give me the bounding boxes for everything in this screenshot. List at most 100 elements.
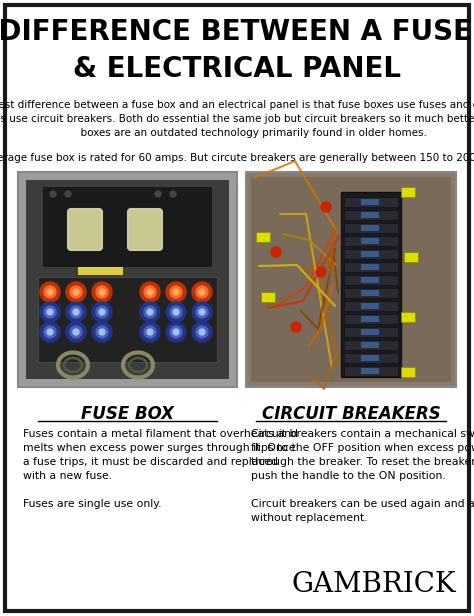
- Circle shape: [92, 322, 112, 342]
- Bar: [401, 312, 415, 322]
- Bar: [361, 290, 379, 296]
- Circle shape: [44, 306, 56, 318]
- Circle shape: [44, 326, 56, 338]
- Text: Fuses contain a metal filament that overheats and
melts when excess power surges: Fuses contain a metal filament that over…: [23, 429, 298, 509]
- Bar: [361, 225, 379, 231]
- Circle shape: [70, 286, 82, 298]
- Bar: [344, 210, 398, 220]
- Circle shape: [92, 282, 112, 302]
- Bar: [344, 327, 398, 337]
- Bar: [344, 301, 398, 311]
- Circle shape: [47, 309, 53, 315]
- Circle shape: [47, 289, 53, 295]
- Circle shape: [47, 329, 53, 335]
- Circle shape: [140, 322, 160, 342]
- Text: The biggest difference between a fuse box and an electrical panel is that fuse b: The biggest difference between a fuse bo…: [0, 100, 474, 138]
- Circle shape: [196, 286, 208, 298]
- Bar: [261, 292, 275, 302]
- Bar: [78, 267, 123, 275]
- Bar: [401, 367, 415, 377]
- Bar: [361, 368, 379, 374]
- Circle shape: [140, 302, 160, 322]
- Circle shape: [40, 302, 60, 322]
- Circle shape: [192, 302, 212, 322]
- Circle shape: [271, 247, 281, 257]
- Circle shape: [173, 309, 179, 315]
- Circle shape: [170, 286, 182, 298]
- Circle shape: [199, 329, 205, 335]
- Circle shape: [155, 191, 161, 197]
- Bar: [361, 342, 379, 348]
- Circle shape: [66, 282, 86, 302]
- Bar: [341, 192, 401, 377]
- Circle shape: [96, 306, 108, 318]
- Bar: [361, 316, 379, 322]
- Circle shape: [73, 289, 79, 295]
- Bar: [344, 340, 398, 350]
- Text: THE DIFFERENCE BETWEEN A FUSE BOX: THE DIFFERENCE BETWEEN A FUSE BOX: [0, 18, 474, 46]
- Circle shape: [170, 191, 176, 197]
- Circle shape: [166, 322, 186, 342]
- Text: FUSE BOX: FUSE BOX: [81, 405, 174, 423]
- Circle shape: [144, 286, 156, 298]
- Bar: [361, 251, 379, 257]
- Circle shape: [199, 289, 205, 295]
- Text: & ELECTRICAL PANEL: & ELECTRICAL PANEL: [73, 55, 401, 83]
- Bar: [401, 187, 415, 197]
- Bar: [361, 277, 379, 283]
- Circle shape: [65, 191, 71, 197]
- Circle shape: [92, 302, 112, 322]
- Circle shape: [99, 309, 105, 315]
- Bar: [344, 275, 398, 285]
- Circle shape: [166, 282, 186, 302]
- Bar: [43, 187, 212, 267]
- Circle shape: [144, 306, 156, 318]
- Circle shape: [144, 326, 156, 338]
- Circle shape: [44, 286, 56, 298]
- Circle shape: [173, 329, 179, 335]
- Bar: [344, 197, 398, 207]
- Circle shape: [166, 302, 186, 322]
- Text: The average fuse box is rated for 60 amps. But circute breakers are generally be: The average fuse box is rated for 60 amp…: [0, 153, 474, 163]
- Circle shape: [99, 329, 105, 335]
- Circle shape: [70, 326, 82, 338]
- Text: GAMBRICK: GAMBRICK: [292, 571, 456, 598]
- Bar: [246, 172, 456, 387]
- Circle shape: [199, 309, 205, 315]
- Circle shape: [291, 322, 301, 332]
- Text: CIRCUIT BREAKERS: CIRCUIT BREAKERS: [262, 405, 440, 423]
- Bar: [344, 314, 398, 324]
- Circle shape: [40, 322, 60, 342]
- Circle shape: [140, 282, 160, 302]
- Bar: [344, 249, 398, 259]
- Bar: [38, 277, 217, 362]
- Bar: [344, 223, 398, 233]
- Circle shape: [50, 191, 56, 197]
- Circle shape: [170, 306, 182, 318]
- Circle shape: [196, 326, 208, 338]
- FancyBboxPatch shape: [68, 209, 102, 250]
- Circle shape: [170, 326, 182, 338]
- Bar: [361, 264, 379, 270]
- Bar: [18, 172, 237, 387]
- Circle shape: [96, 286, 108, 298]
- Bar: [361, 238, 379, 244]
- Bar: [344, 353, 398, 363]
- Circle shape: [73, 309, 79, 315]
- Bar: [361, 199, 379, 205]
- Circle shape: [66, 322, 86, 342]
- Circle shape: [73, 329, 79, 335]
- Circle shape: [196, 306, 208, 318]
- Circle shape: [316, 267, 326, 277]
- FancyBboxPatch shape: [128, 209, 162, 250]
- Text: Circuit breakers contain a mechanical switch that
flips to the OFF position when: Circuit breakers contain a mechanical sw…: [251, 429, 474, 523]
- Circle shape: [173, 289, 179, 295]
- Bar: [68, 207, 103, 252]
- Bar: [361, 303, 379, 309]
- Circle shape: [66, 302, 86, 322]
- Bar: [344, 366, 398, 376]
- Circle shape: [147, 309, 153, 315]
- Bar: [344, 288, 398, 298]
- Circle shape: [147, 289, 153, 295]
- Bar: [361, 329, 379, 335]
